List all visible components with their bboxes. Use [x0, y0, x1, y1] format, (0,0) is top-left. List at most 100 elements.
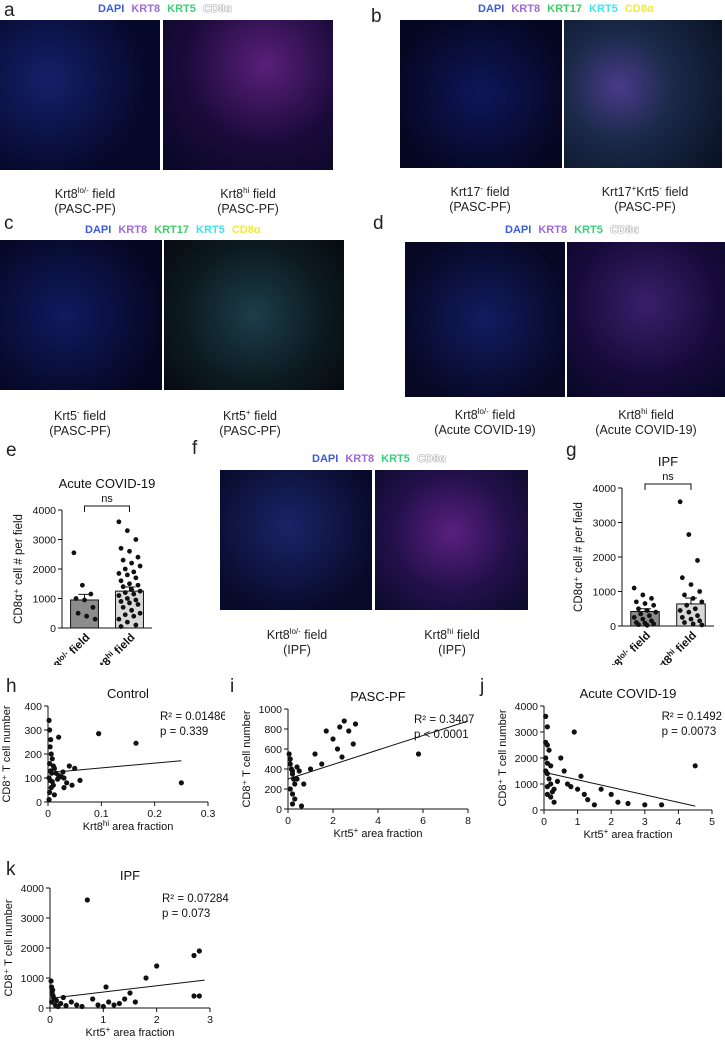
data-point	[64, 780, 70, 786]
data-point	[46, 797, 52, 803]
data-point	[646, 613, 652, 619]
data-point	[73, 596, 79, 601]
x-tick-label: 6	[420, 815, 426, 827]
legend-dapi: DAPI	[85, 224, 112, 236]
data-point	[49, 770, 55, 776]
caption-a-right: Krt8hi field (PASC-PF)	[217, 186, 279, 217]
y-axis-label: CD8α⁺ cell # per field	[573, 502, 585, 612]
data-point	[644, 622, 650, 628]
chart-h: Control 0 100 200 300 400 0 0.1 0.2 0.3 CD8⁺ T cel…	[1, 686, 225, 833]
data-point	[124, 596, 130, 601]
data-point	[640, 592, 646, 598]
x-tick-label: 0.2	[147, 808, 162, 820]
micrograph-d-right	[567, 242, 725, 397]
data-point	[51, 792, 58, 798]
data-point	[88, 591, 94, 597]
data-point	[143, 975, 149, 981]
data-point	[137, 610, 143, 616]
panel-label-b: b	[371, 6, 382, 27]
data-point	[690, 596, 696, 601]
caption-a-left: Krt8lo/- field (PASC-PF)	[54, 186, 116, 217]
y-tick-label: 1000	[593, 587, 617, 599]
data-point	[131, 569, 137, 575]
data-point	[133, 622, 139, 628]
y-tick-label: 4000	[33, 505, 57, 517]
data-point	[548, 794, 554, 800]
data-point	[677, 608, 683, 613]
data-point	[296, 768, 302, 774]
data-point	[679, 575, 685, 581]
data-point	[196, 993, 202, 999]
data-point	[544, 742, 550, 748]
bar	[70, 599, 99, 629]
y-tick-label: 0	[50, 623, 56, 635]
data-point	[642, 802, 648, 808]
data-point	[48, 978, 54, 984]
data-point	[695, 558, 700, 563]
x-tick-label: 3	[207, 1014, 213, 1026]
data-point	[47, 744, 53, 750]
data-point	[692, 763, 698, 769]
data-point	[116, 593, 122, 598]
category-label: Krt8lo/- field	[39, 630, 93, 665]
y-axis-label: CD8⁺ T cell number	[241, 710, 253, 807]
significance-bracket	[644, 483, 692, 490]
data-point	[129, 560, 135, 566]
panel-label-g: g	[566, 440, 577, 461]
data-point	[74, 1002, 80, 1008]
legend-dapi: DAPI	[505, 224, 532, 236]
y-tick-label: 4000	[21, 883, 45, 895]
x-tick-label: 5	[709, 816, 715, 828]
y-tick-label: 200	[264, 784, 282, 796]
panel-label-j: j	[480, 676, 485, 697]
legend-krt8: KRT8	[511, 3, 541, 15]
data-point	[84, 613, 90, 619]
legend-krt8: KRT8	[118, 224, 148, 236]
data-point	[287, 756, 293, 762]
data-point	[61, 785, 67, 791]
data-point	[90, 604, 96, 610]
micrograph-f-right	[375, 470, 528, 610]
data-point	[129, 607, 135, 613]
legend-b: DAPI KRT8 KRT17 KRT5 CD8α	[478, 3, 658, 15]
data-point	[350, 741, 356, 747]
data-point	[122, 612, 128, 618]
data-point	[682, 592, 687, 598]
significance-bracket	[84, 505, 130, 512]
data-point	[591, 802, 597, 808]
data-point	[301, 781, 307, 787]
data-point	[561, 768, 567, 774]
r-squared-label: R² = 0.1492	[662, 711, 722, 723]
legend-cd8: CD8α	[609, 224, 639, 236]
data-point	[337, 724, 343, 730]
legend-cd8: CD8α	[416, 453, 446, 465]
data-point	[47, 789, 53, 795]
x-tick-label: 0.1	[94, 808, 109, 820]
y-axis-label: CD8⁺ T cell number	[1, 705, 13, 802]
data-point	[690, 621, 696, 627]
legend-krt8: KRT8	[538, 224, 568, 236]
caption-b-right: Krt17+Krt5- field (PASC-PF)	[601, 184, 689, 215]
y-axis-label: CD8α⁺ cell # per field	[13, 514, 25, 624]
legend-krt17: KRT17	[154, 224, 189, 236]
data-point	[551, 799, 557, 805]
micrograph-c-right	[164, 240, 344, 390]
legend-c: DAPI KRT8 KRT17 KRT5 CD8α	[85, 224, 265, 236]
data-point	[178, 780, 184, 786]
chart-g: IPF 0 1000 2000 3000 4000 CD8α⁺ cell # per fie…	[573, 454, 714, 665]
data-point	[154, 963, 160, 969]
data-point	[312, 751, 318, 757]
data-point	[339, 754, 345, 760]
caption-d-right: Krt8hi field (Acute COVID-19)	[595, 407, 697, 438]
x-tick-label: 1	[575, 816, 581, 828]
legend-dapi: DAPI	[312, 453, 339, 465]
data-point	[137, 588, 143, 594]
panel-label-a: a	[4, 0, 15, 21]
data-point	[677, 499, 683, 505]
data-point	[133, 740, 139, 746]
panel-label-h: h	[6, 676, 17, 697]
x-tick-label: 2	[154, 1014, 160, 1026]
data-point	[92, 616, 98, 622]
caption-d-left: Krt8lo/- field (Acute COVID-19)	[434, 407, 536, 438]
regression-line	[543, 771, 696, 807]
